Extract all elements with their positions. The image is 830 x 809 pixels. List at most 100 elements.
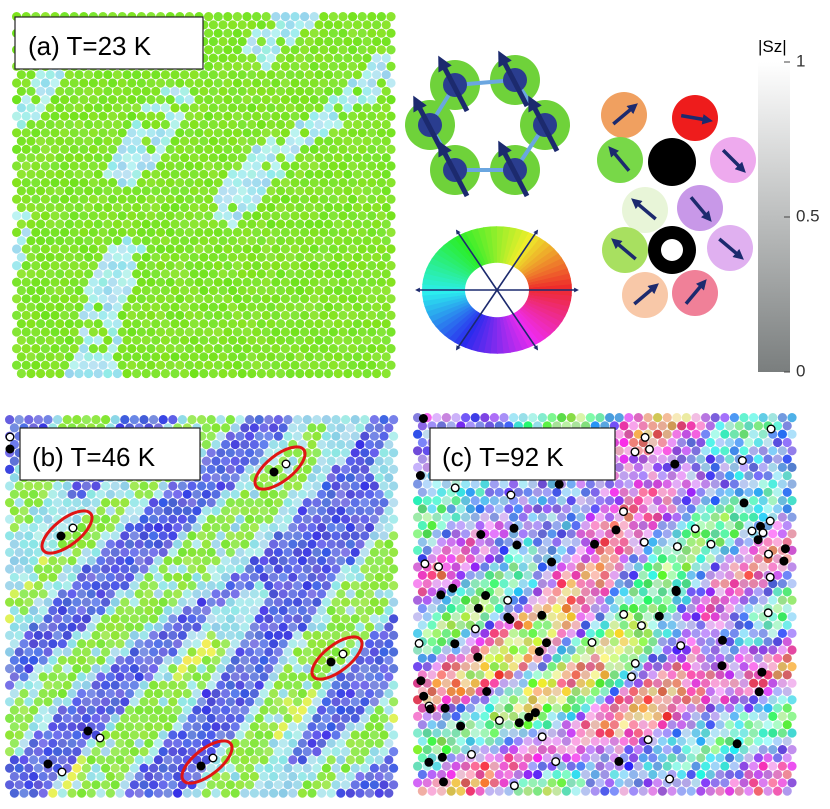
spin-dot	[249, 605, 259, 616]
spin-dot	[357, 261, 367, 271]
spin-dot	[290, 111, 300, 121]
spin-dot	[146, 211, 156, 221]
spin-dot	[269, 522, 279, 533]
spin-dot	[307, 589, 317, 599]
spin-dot	[518, 662, 528, 672]
spin-dot	[201, 506, 211, 516]
spin-dot	[170, 368, 180, 379]
spin-dot	[749, 429, 759, 439]
spin-dot	[348, 144, 358, 154]
spin-dot	[26, 285, 36, 296]
spin-dot	[328, 178, 338, 188]
spin-dot	[528, 628, 538, 639]
spin-dot	[309, 277, 319, 287]
spin-dot	[744, 670, 754, 680]
spin-dot	[177, 713, 187, 724]
spin-dot	[182, 572, 192, 582]
spin-dot	[153, 655, 163, 665]
spin-dot	[369, 498, 379, 508]
spin-dot	[374, 738, 384, 748]
spin-dot	[753, 554, 764, 564]
spin-dot	[173, 755, 183, 765]
spin-dot	[60, 78, 70, 88]
spin-dot	[667, 487, 677, 497]
spin-dot	[590, 603, 600, 614]
spin-dot	[705, 686, 716, 697]
spin-dot	[153, 788, 163, 798]
spin-dot	[187, 630, 197, 641]
spin-dot	[252, 161, 262, 171]
spin-dot	[211, 556, 221, 566]
spin-dot	[269, 439, 279, 450]
spin-dot	[261, 28, 271, 38]
spin-dot	[101, 713, 111, 724]
spin-dot	[470, 545, 480, 556]
spin-dot	[218, 169, 228, 179]
spin-dot	[5, 547, 15, 558]
spin-dot	[184, 128, 194, 138]
spin-dot	[26, 202, 36, 213]
spin-dot	[168, 597, 178, 607]
spin-dot	[341, 730, 351, 740]
spin-dot	[297, 738, 307, 748]
spin-dot	[192, 655, 202, 665]
spin-dot	[38, 705, 48, 715]
spin-dot	[206, 547, 216, 558]
spin-dot	[79, 78, 89, 88]
spin-dot	[513, 504, 524, 514]
spin-dot	[177, 614, 187, 624]
spin-dot	[218, 70, 228, 80]
spin-dot	[446, 686, 456, 697]
spin-dot	[638, 487, 648, 497]
spin-dot	[341, 597, 351, 607]
spin-dot	[218, 202, 228, 213]
spin-dot	[609, 487, 620, 497]
spin-dot	[12, 360, 22, 370]
spin-dot	[26, 169, 36, 179]
spin-dot	[266, 252, 276, 262]
spin-dot	[184, 344, 194, 354]
spin-dot	[240, 705, 250, 715]
spin-dot	[132, 219, 142, 229]
spin-dot	[782, 686, 792, 697]
spin-dot	[175, 344, 185, 354]
spin-dot	[201, 539, 211, 549]
spin-dot	[446, 670, 456, 680]
spin-dot	[74, 285, 84, 296]
spin-dot	[156, 244, 166, 254]
spin-dot	[427, 603, 437, 614]
spin-dot	[345, 489, 355, 499]
spin-dot	[40, 111, 51, 121]
spin-dot	[336, 522, 346, 533]
spin-dot	[360, 564, 370, 574]
spin-dot	[590, 504, 600, 514]
spin-dot	[701, 479, 711, 489]
spin-dot	[672, 695, 682, 705]
spin-dot	[67, 556, 77, 566]
spin-dot	[657, 603, 668, 614]
spin-dot	[136, 161, 146, 171]
spin-dot	[319, 45, 329, 55]
spin-dot	[57, 506, 67, 516]
spin-dot	[249, 639, 259, 649]
spin-dot	[523, 620, 533, 630]
spin-dot	[163, 722, 173, 732]
spin-dot	[110, 597, 120, 607]
spin-dot	[108, 327, 118, 337]
spin-dot	[211, 605, 221, 616]
spin-dot	[386, 12, 396, 22]
spin-dot	[293, 697, 303, 707]
spin-dot	[672, 595, 682, 605]
spin-dot	[189, 136, 199, 146]
spin-dot	[146, 194, 156, 204]
spin-dot	[249, 556, 259, 566]
spin-dot	[96, 539, 106, 549]
spin-dot	[345, 639, 355, 649]
spin-dot	[638, 421, 648, 431]
spin-dot	[276, 20, 286, 30]
spin-dot	[237, 352, 247, 362]
spin-dot	[165, 310, 175, 320]
spin-dot	[62, 581, 72, 591]
spin-dot	[110, 780, 120, 790]
spin-dot	[14, 514, 24, 524]
